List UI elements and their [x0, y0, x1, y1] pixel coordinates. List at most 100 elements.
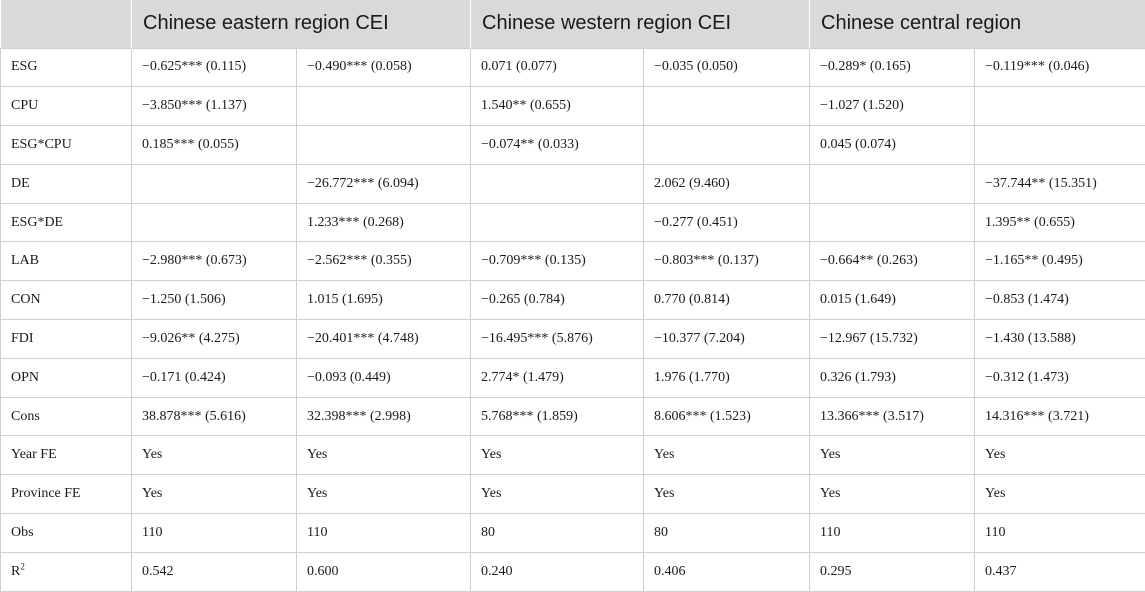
- table-cell: 1.540** (0.655): [471, 87, 644, 126]
- header-eastern-region: Chinese eastern region CEI: [132, 0, 471, 48]
- table-cell: 80: [644, 514, 810, 553]
- table-cell: [810, 203, 975, 242]
- table-cell: −12.967 (15.732): [810, 320, 975, 359]
- table-cell: −1.165** (0.495): [975, 242, 1145, 281]
- header-central-region: Chinese central region: [810, 0, 1145, 48]
- table-cell: −26.772*** (6.094): [297, 164, 471, 203]
- row-label: ESG: [1, 48, 132, 87]
- table-cell: 38.878*** (5.616): [132, 397, 297, 436]
- table-cell: −10.377 (7.204): [644, 320, 810, 359]
- table-cell: 0.071 (0.077): [471, 48, 644, 87]
- table-cell: −0.035 (0.050): [644, 48, 810, 87]
- row-label: FDI: [1, 320, 132, 359]
- table-cell: [132, 164, 297, 203]
- table-row: OPN−0.171 (0.424)−0.093 (0.449)2.774* (1…: [1, 358, 1145, 397]
- table-cell: Yes: [297, 436, 471, 475]
- table-cell: [644, 87, 810, 126]
- table-cell: 0.295: [810, 552, 975, 591]
- row-label: Obs: [1, 514, 132, 553]
- table-cell: 14.316*** (3.721): [975, 397, 1145, 436]
- table-cell: Yes: [132, 475, 297, 514]
- table-cell: −0.312 (1.473): [975, 358, 1145, 397]
- table-cell: [810, 164, 975, 203]
- table-cell: −0.289* (0.165): [810, 48, 975, 87]
- row-label: R2: [1, 552, 132, 591]
- table-cell: Yes: [471, 475, 644, 514]
- table-cell: −1.430 (13.588): [975, 320, 1145, 359]
- row-label: CPU: [1, 87, 132, 126]
- table-cell: −16.495*** (5.876): [471, 320, 644, 359]
- table-row: CON−1.250 (1.506)1.015 (1.695)−0.265 (0.…: [1, 281, 1145, 320]
- table-cell: 32.398*** (2.998): [297, 397, 471, 436]
- table-cell: −3.850*** (1.137): [132, 87, 297, 126]
- table-cell: 0.542: [132, 552, 297, 591]
- row-label-superscript: 2: [20, 561, 25, 571]
- table-cell: 110: [975, 514, 1145, 553]
- table-cell: −0.277 (0.451): [644, 203, 810, 242]
- table-cell: 0.015 (1.649): [810, 281, 975, 320]
- table-header-row: Chinese eastern region CEI Chinese weste…: [1, 0, 1145, 48]
- table-cell: Yes: [975, 475, 1145, 514]
- table-cell: 2.062 (9.460): [644, 164, 810, 203]
- table-cell: [471, 203, 644, 242]
- table-cell: Yes: [975, 436, 1145, 475]
- row-label: ESG*DE: [1, 203, 132, 242]
- table-cell: Yes: [297, 475, 471, 514]
- table-cell: 1.233*** (0.268): [297, 203, 471, 242]
- table-row: DE −26.772*** (6.094) 2.062 (9.460) −37.744…: [1, 164, 1145, 203]
- row-label: Province FE: [1, 475, 132, 514]
- table-cell: −9.026** (4.275): [132, 320, 297, 359]
- table-cell: [297, 87, 471, 126]
- table-cell: [297, 126, 471, 165]
- table-cell: 0.240: [471, 552, 644, 591]
- table-cell: [132, 203, 297, 242]
- table-cell: −1.027 (1.520): [810, 87, 975, 126]
- table-cell: −0.853 (1.474): [975, 281, 1145, 320]
- row-label: Year FE: [1, 436, 132, 475]
- table-cell: 13.366*** (3.517): [810, 397, 975, 436]
- row-label: CON: [1, 281, 132, 320]
- table-cell: 0.406: [644, 552, 810, 591]
- table-cell: 110: [297, 514, 471, 553]
- table-cell: 1.015 (1.695): [297, 281, 471, 320]
- table-body: ESG−0.625*** (0.115)−0.490*** (0.058)0.0…: [1, 48, 1145, 591]
- table-cell: [471, 164, 644, 203]
- table-cell: 5.768*** (1.859): [471, 397, 644, 436]
- table-cell: 110: [810, 514, 975, 553]
- table-row: CPU−3.850*** (1.137) 1.540** (0.655) −1.02…: [1, 87, 1145, 126]
- row-label: DE: [1, 164, 132, 203]
- table-cell: [975, 126, 1145, 165]
- table-cell: 1.395** (0.655): [975, 203, 1145, 242]
- table-cell: 0.437: [975, 552, 1145, 591]
- table-cell: −0.709*** (0.135): [471, 242, 644, 281]
- table-cell: −37.744** (15.351): [975, 164, 1145, 203]
- table-cell: −0.171 (0.424): [132, 358, 297, 397]
- table-cell: 110: [132, 514, 297, 553]
- table-cell: −0.664** (0.263): [810, 242, 975, 281]
- table-cell: −20.401*** (4.748): [297, 320, 471, 359]
- table-row: ESG−0.625*** (0.115)−0.490*** (0.058)0.0…: [1, 48, 1145, 87]
- row-label: LAB: [1, 242, 132, 281]
- table-cell: Yes: [644, 436, 810, 475]
- table-cell: −0.625*** (0.115): [132, 48, 297, 87]
- row-label: OPN: [1, 358, 132, 397]
- table-cell: −0.119*** (0.046): [975, 48, 1145, 87]
- table-cell: [644, 126, 810, 165]
- row-label: Cons: [1, 397, 132, 436]
- table-cell: [975, 87, 1145, 126]
- table-cell: −2.562*** (0.355): [297, 242, 471, 281]
- header-blank: [1, 0, 132, 48]
- table-cell: 1.976 (1.770): [644, 358, 810, 397]
- table-cell: 0.600: [297, 552, 471, 591]
- table-cell: Yes: [810, 475, 975, 514]
- table-cell: −1.250 (1.506): [132, 281, 297, 320]
- table-cell: 0.326 (1.793): [810, 358, 975, 397]
- table-cell: Yes: [132, 436, 297, 475]
